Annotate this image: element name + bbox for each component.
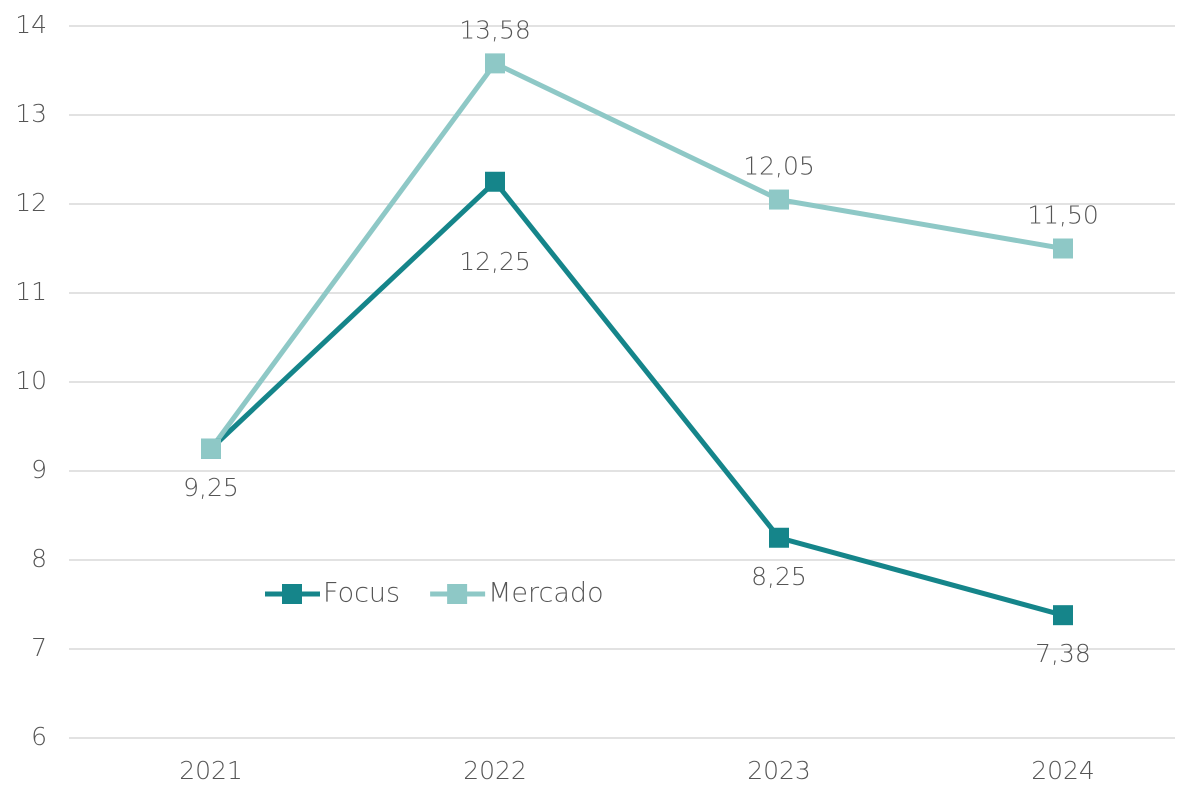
y-tick-label: 14 (15, 10, 47, 39)
point-marker (1053, 605, 1073, 626)
y-tick-label: 11 (15, 277, 47, 306)
data-label: 12,25 (459, 247, 531, 276)
y-tick-label: 7 (31, 633, 47, 662)
data-label: 11,50 (1027, 201, 1099, 230)
legend-marker (447, 584, 468, 604)
x-tick-label: 2021 (179, 756, 243, 785)
point-marker (485, 53, 505, 74)
x-tick-label: 2024 (1031, 756, 1095, 785)
x-tick-label: 2023 (747, 756, 811, 785)
y-tick-label: 10 (15, 366, 47, 395)
point-marker (1053, 238, 1073, 259)
y-tick-label: 8 (31, 544, 47, 573)
x-tick-label: 2022 (463, 756, 527, 785)
legend-label: Mercado (488, 578, 603, 609)
data-label: 13,58 (459, 15, 531, 44)
point-marker (485, 171, 505, 192)
y-tick-label: 12 (15, 188, 47, 217)
series-line (209, 178, 1064, 618)
point-marker (201, 438, 221, 459)
legend-label: Focus (323, 578, 400, 609)
point-marker (769, 527, 789, 548)
data-label: 8,25 (751, 562, 807, 591)
data-label: 12,05 (743, 152, 815, 181)
y-tick-label: 9 (31, 455, 47, 484)
series-line (208, 60, 1064, 451)
data-label: 9,25 (183, 473, 239, 502)
y-tick-label: 13 (15, 99, 47, 128)
data-label: 7,38 (1035, 639, 1091, 668)
point-marker (769, 189, 789, 210)
legend-marker (282, 584, 302, 604)
y-tick-label: 6 (31, 722, 47, 751)
